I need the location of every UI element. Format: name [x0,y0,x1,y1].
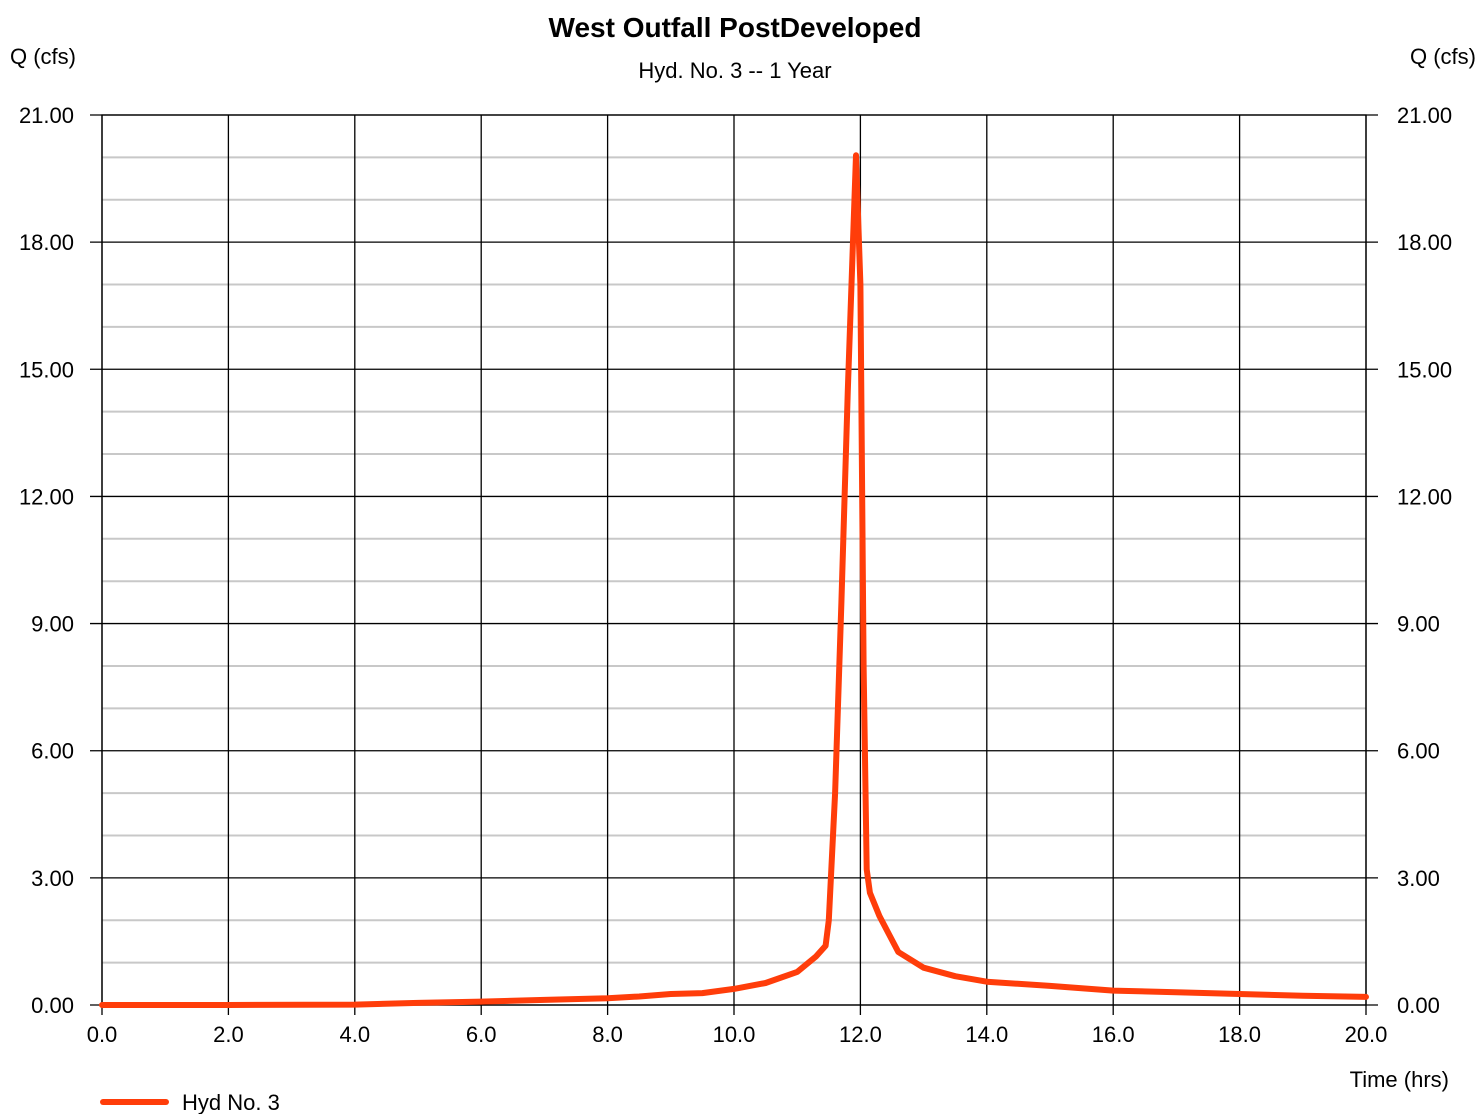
y-tick-labels-left: 0.00 3.00 6.00 9.00 12.00 15.00 18.00 21.00 [19,103,74,1018]
y-tick-label-left: 6.00 [31,739,74,764]
y-axis-label-right: Q (cfs) [1410,44,1476,69]
legend-label: Hyd No. 3 [182,1090,280,1114]
y-tick-label-left: 9.00 [31,612,74,637]
x-tick-label: 14.0 [965,1022,1008,1047]
y-tick-label-right: 15.00 [1397,357,1452,382]
y-tick-label-left: 15.00 [19,357,74,382]
x-tick-label: 4.0 [340,1022,371,1047]
y-tick-label-right: 3.00 [1397,866,1440,891]
x-tick-label: 20.0 [1345,1022,1388,1047]
y-tick-label-right: 9.00 [1397,612,1440,637]
x-tick-label: 0.0 [87,1022,118,1047]
y-tick-label-right: 6.00 [1397,739,1440,764]
y-axis-label-left: Q (cfs) [10,44,76,69]
x-tick-label: 6.0 [466,1022,497,1047]
y-tick-label-left: 12.00 [19,484,74,509]
x-tick-labels: 0.0 2.0 4.0 6.0 8.0 10.0 12.0 14.0 16.0 18.0 20.0 [87,1022,1388,1047]
legend: Hyd No. 3 [103,1090,280,1114]
chart-subtitle: Hyd. No. 3 -- 1 Year [638,58,831,83]
x-tick-label: 2.0 [213,1022,244,1047]
y-tick-label-right: 21.00 [1397,103,1452,128]
y-tick-label-left: 18.00 [19,230,74,255]
x-tick-label: 18.0 [1218,1022,1261,1047]
y-tick-label-right: 12.00 [1397,484,1452,509]
major-gridlines [90,115,1378,1015]
y-tick-labels-right: 0.00 3.00 6.00 9.00 12.00 15.00 18.00 21.00 [1397,103,1452,1018]
x-tick-label: 10.0 [713,1022,756,1047]
x-tick-label: 8.0 [592,1022,623,1047]
x-axis-label: Time (hrs) [1350,1067,1449,1092]
x-tick-label: 16.0 [1092,1022,1135,1047]
chart-title: West Outfall PostDeveloped [549,12,922,43]
x-tick-label: 12.0 [839,1022,882,1047]
y-tick-label-right: 18.00 [1397,230,1452,255]
y-tick-label-left: 0.00 [31,993,74,1018]
y-tick-label-right: 0.00 [1397,993,1440,1018]
y-tick-label-left: 21.00 [19,103,74,128]
y-tick-label-left: 3.00 [31,866,74,891]
